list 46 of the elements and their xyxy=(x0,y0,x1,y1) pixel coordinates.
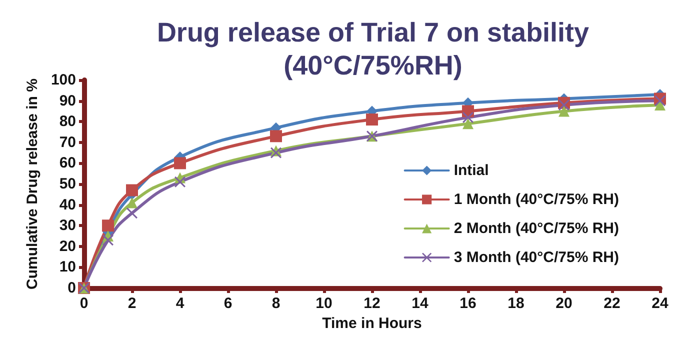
point xyxy=(102,220,114,232)
point xyxy=(126,197,138,208)
point xyxy=(654,95,666,106)
x-tick-label: 4 xyxy=(176,295,185,312)
point xyxy=(270,130,282,142)
y-tick-label: 10 xyxy=(59,258,76,276)
point xyxy=(462,112,474,123)
legend-label: Intial xyxy=(454,162,489,179)
point xyxy=(174,157,186,170)
x-tick-label: 2 xyxy=(128,295,136,312)
x-tick-label: 22 xyxy=(604,295,620,312)
x-tick-label: 14 xyxy=(412,295,429,312)
legend-label: 1 Month (40°C/75% RH) xyxy=(454,191,620,208)
y-tick-label: 0 xyxy=(68,280,76,296)
chart-title: Drug release of Trial 7 on stability xyxy=(156,18,590,48)
point xyxy=(462,118,474,130)
point xyxy=(366,114,378,126)
point xyxy=(126,184,138,196)
x-tick-label: 16 xyxy=(460,295,476,312)
x-tick-label: 24 xyxy=(652,295,669,312)
y-tick-label: 70 xyxy=(59,134,76,151)
legend-label: 2 Month (40°C/75% RH) xyxy=(454,220,620,237)
x-axis-title: Time in Hours xyxy=(322,314,422,332)
y-tick-label: 40 xyxy=(59,196,76,214)
y-tick-label: 80 xyxy=(59,113,76,130)
point xyxy=(102,234,114,246)
point xyxy=(126,208,138,219)
point xyxy=(174,176,186,188)
x-tick-label: 8 xyxy=(272,295,280,312)
x-tick-label: 10 xyxy=(316,295,332,312)
x-tick-label: 0 xyxy=(80,295,88,312)
x-tick-label: 6 xyxy=(224,295,232,312)
y-tick-label: 100 xyxy=(50,72,76,88)
y-axis-title: Cumulative Drug release in % xyxy=(24,78,41,290)
point xyxy=(558,106,570,117)
y-tick-label: 30 xyxy=(59,217,76,234)
point xyxy=(558,99,570,110)
chart-subtitle: (40°C/75%RH) xyxy=(284,50,462,80)
y-tick-label: 60 xyxy=(59,154,76,172)
x-tick-label: 20 xyxy=(556,295,572,312)
x-tick-label: 12 xyxy=(364,295,380,312)
legend-label: 3 Month (40°C/75% RH) xyxy=(454,249,620,266)
y-tick-label: 90 xyxy=(59,92,76,110)
y-tick-label: 50 xyxy=(59,176,76,192)
x-tick-label: 18 xyxy=(508,295,524,312)
y-tick-label: 20 xyxy=(59,238,76,255)
